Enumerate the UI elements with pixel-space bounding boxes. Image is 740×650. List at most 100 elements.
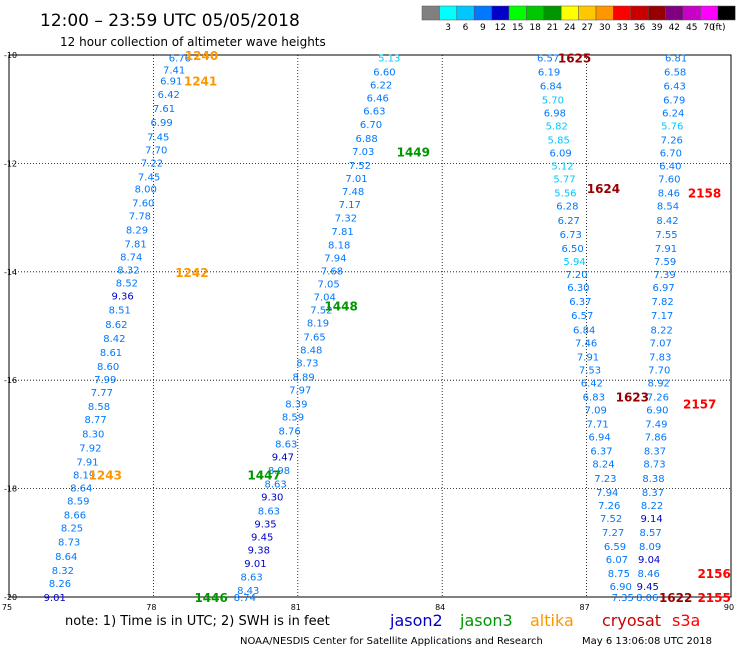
swh-value: 8.60 xyxy=(97,362,119,373)
legend-swatch xyxy=(700,5,719,21)
swh-value: 8.48 xyxy=(300,345,322,356)
swh-value: 8.64 xyxy=(70,484,92,495)
swh-value: 7.05 xyxy=(317,280,339,291)
legend-swatch xyxy=(439,5,458,21)
swh-value: 6.27 xyxy=(558,216,580,227)
mission-label: jason2 xyxy=(389,611,443,630)
swh-value: 8.52 xyxy=(116,279,138,290)
swh-value: 7.49 xyxy=(645,420,667,431)
time-label: 1449 xyxy=(397,145,430,159)
legend-swatch xyxy=(543,5,562,21)
legend-bin-label: 21 xyxy=(547,23,558,33)
swh-value: 9.30 xyxy=(261,493,283,504)
swh-value: 8.74 xyxy=(234,593,256,604)
swh-value: 7.01 xyxy=(345,174,367,185)
mission-label: cryosat xyxy=(602,611,661,630)
lon-tick-label: 84 xyxy=(435,603,445,612)
swh-value: 7.52 xyxy=(349,161,371,172)
swh-value: 8.59 xyxy=(67,497,89,508)
swh-value: 7.82 xyxy=(652,297,674,308)
time-label: 1447 xyxy=(247,469,280,483)
map-subtitle: 12 hour collection of altimeter wave hei… xyxy=(60,35,326,49)
swh-value: 9.47 xyxy=(272,453,294,464)
swh-value: 7.20 xyxy=(565,270,587,281)
swh-value: 7.48 xyxy=(342,187,364,198)
swh-value: 6.28 xyxy=(556,202,578,213)
swh-value: 8.32 xyxy=(52,566,74,577)
swh-value: 8.26 xyxy=(49,579,71,590)
swh-value: 7.32 xyxy=(335,214,357,225)
swh-value: 7.26 xyxy=(647,392,669,403)
swh-value: 6.76 xyxy=(169,54,191,65)
swh-value: 8.25 xyxy=(61,524,83,535)
swh-value: 5.82 xyxy=(546,121,568,132)
swh-value: 6.42 xyxy=(581,378,603,389)
legend-bin-label: 30 xyxy=(599,23,611,33)
swh-value: 5.85 xyxy=(548,136,570,147)
swh-value: 8.22 xyxy=(641,501,663,512)
swh-value: 8.59 xyxy=(282,413,304,424)
map-title: 12:00 – 23:59 UTC 05/05/2018 xyxy=(40,11,300,31)
swh-value: 7.53 xyxy=(579,365,601,376)
swh-value: 8.18 xyxy=(328,241,350,252)
swh-value: 6.81 xyxy=(665,54,687,65)
footer-credit: NOAA/NESDIS Center for Satellite Applica… xyxy=(240,636,543,647)
swh-value: 6.57 xyxy=(571,311,593,322)
legend-swatch xyxy=(421,5,440,21)
swh-value: 8.73 xyxy=(296,358,318,369)
swh-value: 6.83 xyxy=(583,392,605,403)
swh-value: 6.50 xyxy=(562,244,584,255)
time-label: 1625 xyxy=(558,52,591,66)
swh-value: 6.97 xyxy=(652,283,674,294)
swh-value: 7.26 xyxy=(661,136,683,147)
swh-value: 7.04 xyxy=(314,293,336,304)
swh-value: 9.45 xyxy=(637,582,659,593)
swh-value: 8.00 xyxy=(135,184,157,195)
swh-value: 8.74 xyxy=(120,253,142,264)
swh-value: 6.37 xyxy=(590,447,612,458)
swh-value: 9.14 xyxy=(640,514,662,525)
swh-value: 8.19 xyxy=(73,471,95,482)
swh-value: 7.61 xyxy=(153,104,175,115)
swh-value: 6.59 xyxy=(604,542,626,553)
legend-bin-label: 6 xyxy=(463,23,469,33)
swh-value: 8.76 xyxy=(278,427,300,438)
swh-value: 6.73 xyxy=(560,230,582,241)
color-scale-legend: 3 6 9 12 15 18 21 24 27 30 33 36 39 42 45 70 (ft) xyxy=(421,5,736,33)
swh-value: 8.43 xyxy=(237,586,259,597)
swh-value: 5.12 xyxy=(551,162,573,173)
legend-bin-label: 24 xyxy=(564,23,576,33)
swh-value: 7.17 xyxy=(651,311,673,322)
legend-swatch xyxy=(473,5,492,21)
swh-value: 8.37 xyxy=(644,447,666,458)
swh-value: 7.94 xyxy=(324,254,346,265)
lat-tick-label: -16 xyxy=(4,376,17,385)
lat-tick-label: -10 xyxy=(4,51,17,60)
swh-value: 9.01 xyxy=(44,593,66,604)
swh-value: 7.86 xyxy=(645,433,667,444)
swh-value: 7.60 xyxy=(132,198,154,209)
legend-bin-label: 3 xyxy=(445,23,451,33)
swh-value: 7.35 xyxy=(612,593,634,604)
lon-tick-label: 90 xyxy=(724,603,734,612)
legend-swatch xyxy=(613,5,632,21)
swh-value: 8.39 xyxy=(285,400,307,411)
swh-value: 6.22 xyxy=(370,80,392,91)
swh-value: 8.51 xyxy=(109,306,131,317)
swh-value: 8.77 xyxy=(85,415,107,426)
swh-value: 7.41 xyxy=(163,66,185,77)
swh-value: 7.78 xyxy=(129,211,151,222)
swh-value: 6.84 xyxy=(573,325,595,336)
time-label: 1622 xyxy=(659,591,692,605)
swh-value: 8.38 xyxy=(642,474,664,485)
swh-value: 8.61 xyxy=(100,348,122,359)
swh-value: 6.99 xyxy=(150,118,172,129)
lon-tick-label: 87 xyxy=(580,603,590,612)
swh-value: 7.23 xyxy=(594,474,616,485)
time-label: 1243 xyxy=(89,469,122,483)
time-label: 2155 xyxy=(697,591,730,605)
swh-value: 8.24 xyxy=(592,460,614,471)
swh-value: 7.91 xyxy=(577,352,599,363)
swh-value: 8.30 xyxy=(82,429,104,440)
